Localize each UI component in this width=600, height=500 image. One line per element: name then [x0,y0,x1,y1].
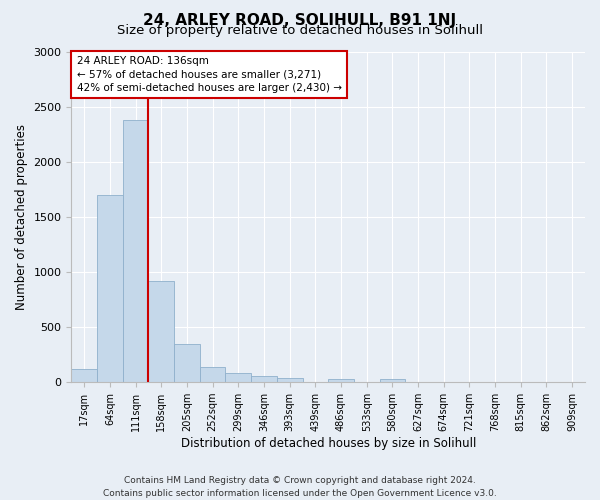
Bar [148,281,174,382]
Text: 24, ARLEY ROAD, SOLIHULL, B91 1NJ: 24, ARLEY ROAD, SOLIHULL, B91 1NJ [143,12,457,28]
Text: Size of property relative to detached houses in Solihull: Size of property relative to detached ho… [117,24,483,37]
Bar [71,369,97,382]
Bar [200,367,226,382]
Bar [277,378,302,382]
Bar [251,376,277,382]
X-axis label: Distribution of detached houses by size in Solihull: Distribution of detached houses by size … [181,437,476,450]
Bar [174,344,200,382]
Y-axis label: Number of detached properties: Number of detached properties [15,124,28,310]
Bar [226,373,251,382]
Text: Contains HM Land Registry data © Crown copyright and database right 2024.
Contai: Contains HM Land Registry data © Crown c… [103,476,497,498]
Bar [380,379,405,382]
Bar [97,195,123,382]
Bar [328,379,354,382]
Text: 24 ARLEY ROAD: 136sqm
← 57% of detached houses are smaller (3,271)
42% of semi-d: 24 ARLEY ROAD: 136sqm ← 57% of detached … [77,56,341,93]
Bar [123,120,148,382]
